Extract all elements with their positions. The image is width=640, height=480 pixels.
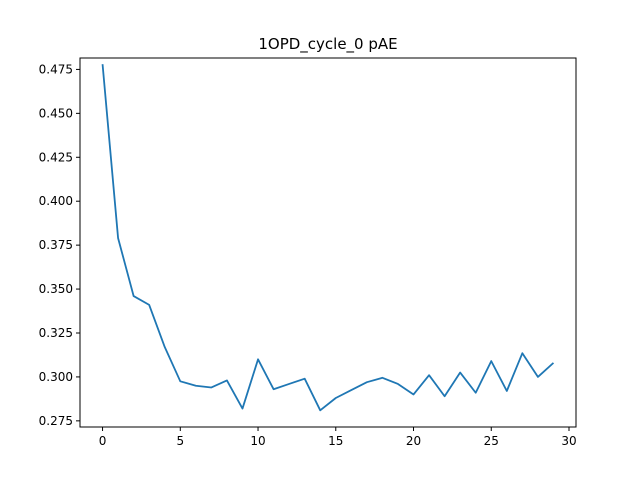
y-tick-label: 0.325 (39, 326, 73, 340)
y-tick-label: 0.350 (39, 282, 73, 296)
x-tick-label: 25 (484, 434, 499, 448)
axes-frame (79, 57, 577, 428)
x-tick-label: 0 (99, 434, 107, 448)
x-tick-label: 15 (328, 434, 343, 448)
y-tick-label: 0.400 (39, 194, 73, 208)
x-tick-label: 5 (176, 434, 184, 448)
series-line (101, 64, 555, 412)
y-tick-label: 0.475 (39, 62, 73, 76)
y-tick-label: 0.450 (39, 106, 73, 120)
plot-area (101, 64, 555, 412)
x-tick-label: 20 (406, 434, 421, 448)
y-tick-label: 0.375 (39, 238, 73, 252)
y-tick-label: 0.275 (39, 414, 73, 428)
chart-title: 1OPD_cycle_0 pAE (258, 35, 397, 54)
axes: 0 5 10 15 20 25 30 0.275 0.300 0.325 0.350 0.375 0.4… (39, 62, 577, 448)
y-tick-label: 0.300 (39, 370, 73, 384)
x-tick-label: 30 (561, 434, 576, 448)
y-tick-label: 0.425 (39, 150, 73, 164)
x-tick-label: 10 (250, 434, 265, 448)
